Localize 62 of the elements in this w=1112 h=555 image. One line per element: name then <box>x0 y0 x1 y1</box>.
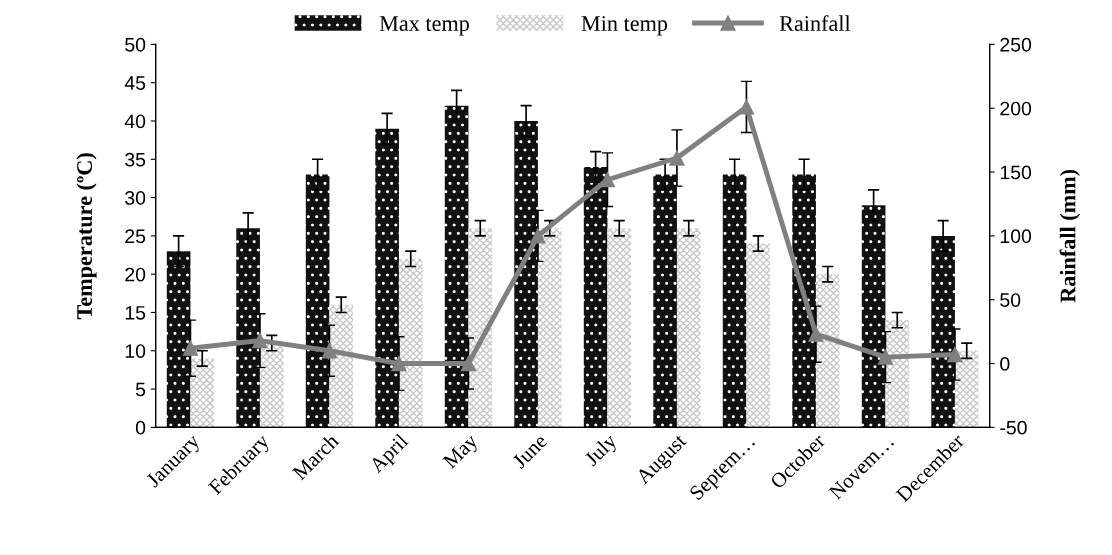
bar <box>815 274 840 428</box>
bar <box>398 258 423 428</box>
point <box>947 346 963 363</box>
bar <box>746 243 771 428</box>
point <box>460 355 477 372</box>
y2-tick-label: 50 <box>1000 293 1021 307</box>
y2-tick-label: 100 <box>1000 229 1032 244</box>
point <box>669 150 685 166</box>
point <box>877 349 894 365</box>
bar <box>190 358 215 428</box>
x-tick-label: June <box>511 433 548 470</box>
bar <box>305 174 330 428</box>
y-tick-label: 15 <box>125 306 146 320</box>
bar <box>329 304 354 428</box>
bar <box>537 228 562 428</box>
y2-axis-title: Rainfall (mm) <box>1059 169 1080 303</box>
bar <box>722 174 747 428</box>
bar <box>444 105 469 428</box>
y-axis-title: Temperature (ºC) <box>76 153 97 320</box>
y-tick-label: 20 <box>125 267 146 282</box>
point <box>738 99 755 115</box>
bar <box>792 174 816 428</box>
point <box>321 343 338 359</box>
y-tick-label: 40 <box>124 114 146 129</box>
legend-label: Min temp <box>581 16 668 36</box>
bar <box>236 228 260 428</box>
y-tick-label: 45 <box>124 76 146 90</box>
y-tick-label: 10 <box>125 344 146 358</box>
y2-tick-label: 150 <box>1000 165 1032 180</box>
legend-label: Max temp <box>379 16 469 36</box>
y2-tick-label: 250 <box>1000 37 1032 52</box>
x-tick-label: July <box>583 432 621 470</box>
point <box>808 326 824 342</box>
x-tick-label: May <box>442 432 482 473</box>
bar <box>676 228 701 428</box>
y2-tick-label: 200 <box>1000 101 1032 116</box>
bar <box>954 350 979 428</box>
point <box>182 340 199 356</box>
point <box>252 332 268 349</box>
bar <box>583 166 608 428</box>
bar <box>931 235 955 428</box>
legend-label: Rainfall <box>779 15 851 31</box>
y-tick-label: 5 <box>135 382 146 397</box>
y-tick-label: 30 <box>125 191 146 205</box>
bar <box>885 320 910 428</box>
bar <box>861 205 886 428</box>
bar <box>166 251 191 428</box>
point <box>391 355 407 372</box>
bar <box>607 228 632 428</box>
y-tick-label: 0 <box>135 420 146 435</box>
bar <box>514 120 538 428</box>
y-tick-label: 50 <box>125 37 146 52</box>
bar <box>653 174 677 428</box>
bar <box>468 228 493 428</box>
point <box>530 228 546 244</box>
y2-tick-label: -50 <box>1000 420 1027 435</box>
y-tick-label: 35 <box>125 152 146 167</box>
y-tick-label: 25 <box>125 229 146 244</box>
bar <box>259 343 284 428</box>
bar <box>375 128 399 428</box>
y2-tick-label: 0 <box>1000 356 1010 371</box>
point <box>599 172 616 188</box>
